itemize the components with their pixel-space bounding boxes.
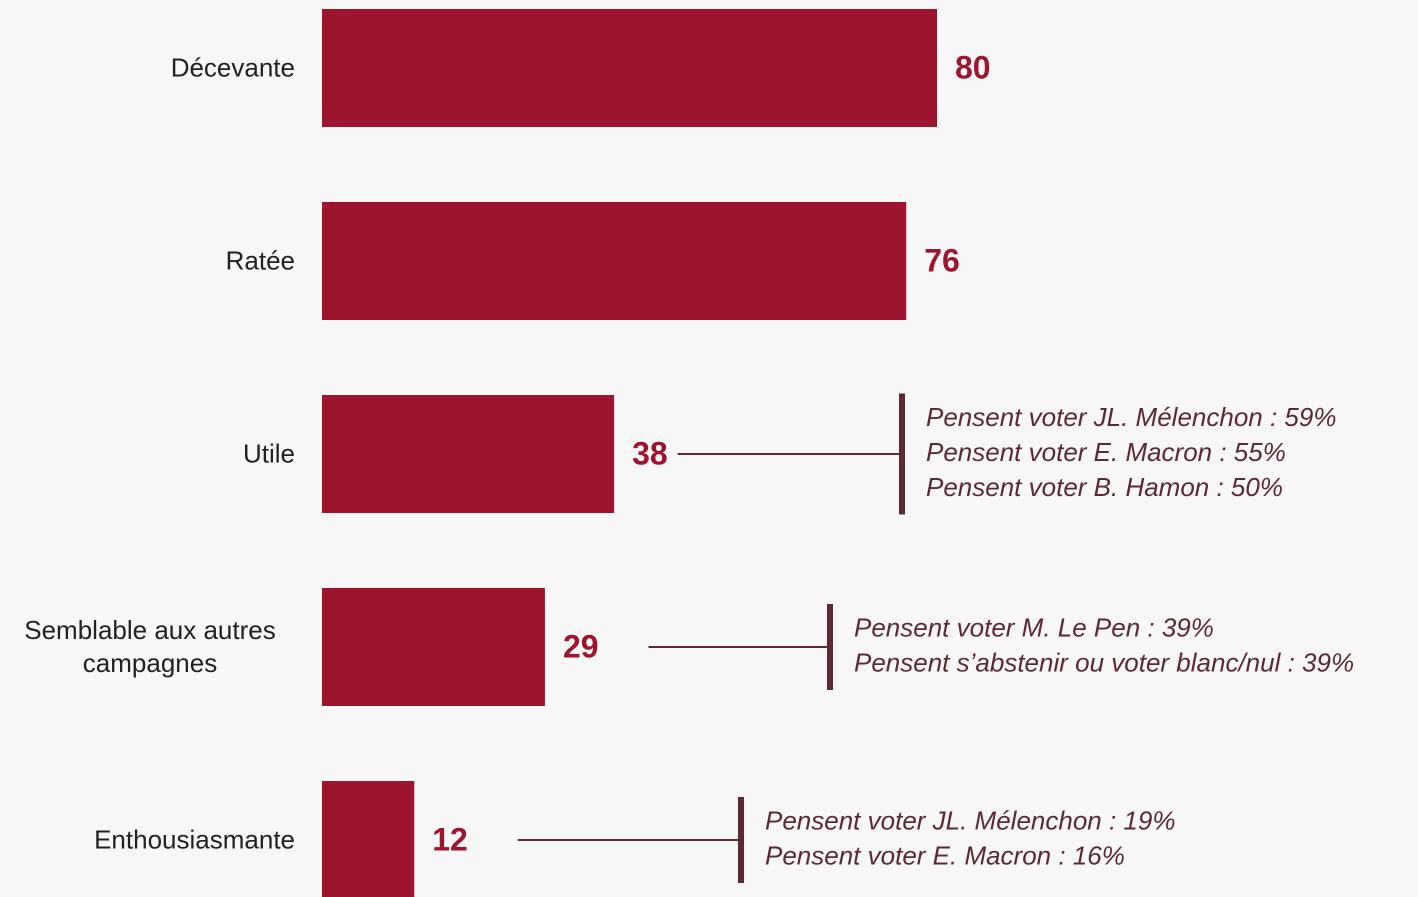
value-label: 76 — [924, 242, 960, 278]
value-label: 29 — [563, 628, 599, 664]
annotation-text: Pensent voter B. Hamon : 50% — [926, 472, 1283, 502]
bar — [322, 588, 545, 706]
bar — [322, 9, 937, 127]
value-label: 38 — [632, 435, 668, 471]
annotation-text: Pensent s’abstenir ou voter blanc/nul : … — [854, 647, 1354, 677]
category-label: Semblable aux autres campagnes — [24, 615, 276, 678]
annotation-text: Pensent voter E. Macron : 16% — [765, 840, 1125, 870]
annotation-text: Pensent voter M. Le Pen : 39% — [854, 612, 1214, 642]
bar — [322, 395, 615, 513]
category-label: Ratée — [225, 245, 295, 276]
value-label: 12 — [432, 821, 468, 857]
value-label: 80 — [955, 49, 991, 85]
category-label: Décevante — [170, 52, 295, 83]
annotation-text: Pensent voter JL. Mélenchon : 19% — [765, 805, 1175, 835]
annotation-text: Pensent voter JL. Mélenchon : 59% — [926, 402, 1336, 432]
bar — [322, 781, 415, 897]
bar — [322, 202, 907, 320]
annotation-text: Pensent voter E. Macron : 55% — [926, 437, 1286, 467]
category-label: Utile — [242, 438, 295, 469]
category-label: Enthousiasmante — [94, 824, 295, 855]
